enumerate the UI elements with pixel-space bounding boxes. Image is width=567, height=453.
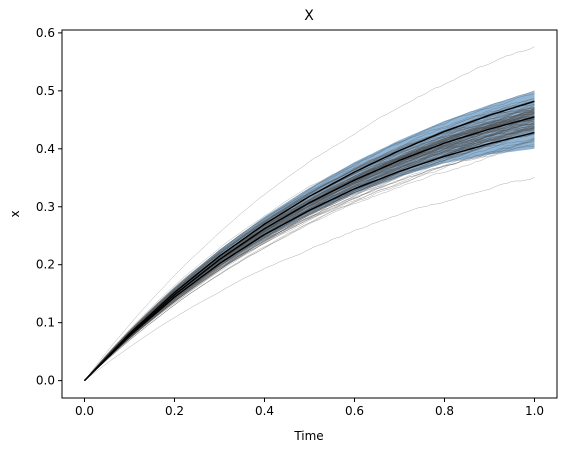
x-tick-label: 0.6 bbox=[345, 404, 364, 418]
ensemble-line bbox=[84, 127, 535, 381]
mean-line-2 bbox=[84, 116, 535, 382]
x-tick-label: 0.4 bbox=[255, 404, 274, 418]
ensemble-line bbox=[84, 126, 535, 381]
y-tick-label: 0.3 bbox=[36, 200, 55, 214]
ensemble-line bbox=[84, 128, 535, 381]
ensemble-line bbox=[84, 126, 535, 381]
mean-line-3 bbox=[84, 131, 535, 382]
ensemble-line bbox=[84, 97, 535, 381]
y-ticks: 0.0 0.1 0.2 0.3 0.4 0.5 0.6 bbox=[36, 26, 62, 388]
ensemble-line bbox=[84, 131, 535, 381]
chart-title: X bbox=[304, 8, 314, 24]
ensemble-line bbox=[84, 133, 535, 381]
ensemble-line bbox=[84, 132, 535, 381]
ensemble-line bbox=[84, 116, 535, 381]
mean-line-1 bbox=[83, 100, 535, 382]
ensemble-line bbox=[84, 128, 535, 381]
y-tick-label: 0.1 bbox=[36, 316, 55, 330]
ensemble-line bbox=[84, 102, 535, 381]
mean-lines-layer bbox=[83, 100, 535, 382]
ensemble-line bbox=[84, 177, 535, 381]
ensemble-line bbox=[84, 129, 535, 381]
ensemble-line bbox=[84, 127, 535, 381]
ensemble-line bbox=[84, 108, 535, 381]
ensemble-line bbox=[84, 137, 535, 381]
ensemble-line bbox=[84, 90, 535, 381]
ensemble-line bbox=[84, 115, 535, 381]
y-tick-label: 0.2 bbox=[36, 258, 55, 272]
ensemble-line bbox=[84, 120, 535, 381]
ensemble-line bbox=[84, 129, 535, 381]
ensemble-line bbox=[84, 124, 535, 381]
x-tick-label: 0.2 bbox=[165, 404, 184, 418]
ensemble-line bbox=[84, 122, 535, 381]
ensemble-line bbox=[84, 128, 535, 381]
ensemble-line bbox=[84, 138, 535, 381]
ensemble-line bbox=[84, 112, 535, 381]
x-axis-label: Time bbox=[293, 429, 323, 443]
ensemble-line bbox=[84, 126, 535, 381]
ensemble-line bbox=[84, 46, 535, 381]
x-tick-label: 1.0 bbox=[525, 404, 544, 418]
ensemble-line bbox=[84, 134, 535, 381]
x-ticks: 0.0 0.2 0.4 0.6 0.8 1.0 bbox=[75, 398, 544, 418]
ensemble-line bbox=[84, 128, 535, 381]
y-axis-label: x bbox=[8, 210, 22, 217]
ensemble-line bbox=[84, 125, 535, 381]
ensemble-line bbox=[84, 108, 535, 381]
ensemble-line bbox=[84, 104, 535, 381]
ensemble-line bbox=[84, 138, 535, 381]
x-tick-label: 0.8 bbox=[435, 404, 454, 418]
ensemble-lines-layer bbox=[84, 46, 535, 381]
ensemble-line bbox=[84, 109, 535, 381]
ensemble-line bbox=[84, 126, 535, 381]
ensemble-line bbox=[84, 139, 535, 381]
ensemble-line bbox=[84, 126, 535, 381]
y-tick-label: 0.0 bbox=[36, 374, 55, 388]
ensemble-line bbox=[84, 126, 535, 381]
y-tick-label: 0.5 bbox=[36, 84, 55, 98]
ensemble-line bbox=[84, 123, 535, 381]
ensemble-line bbox=[84, 100, 535, 381]
ensemble-line bbox=[84, 122, 535, 381]
ensemble-line bbox=[84, 107, 535, 381]
y-tick-label: 0.6 bbox=[36, 26, 55, 40]
ensemble-line bbox=[84, 93, 535, 381]
ensemble-line bbox=[84, 124, 535, 381]
ensemble-line bbox=[84, 144, 535, 381]
axes-frame bbox=[61, 29, 558, 399]
x-tick-label: 0.0 bbox=[75, 404, 94, 418]
ensemble-line bbox=[84, 130, 535, 381]
ensemble-line bbox=[84, 107, 535, 381]
ensemble-line bbox=[84, 127, 535, 381]
ensemble-line bbox=[84, 113, 535, 381]
ensemble-line bbox=[84, 115, 535, 381]
ensemble-line bbox=[84, 131, 535, 381]
ensemble-line bbox=[84, 123, 535, 381]
ensemble-line bbox=[84, 126, 535, 381]
ensemble-line bbox=[84, 145, 535, 381]
ensemble-line bbox=[84, 125, 535, 381]
ensemble-line bbox=[84, 110, 535, 381]
ensemble-line bbox=[84, 119, 535, 381]
ensemble-line bbox=[84, 117, 535, 381]
plot-area bbox=[83, 46, 535, 382]
ensemble-line bbox=[84, 141, 535, 381]
y-tick-label: 0.4 bbox=[36, 142, 55, 156]
ensemble-line bbox=[84, 108, 535, 381]
ensemble-line bbox=[84, 103, 535, 381]
ensemble-line bbox=[84, 123, 535, 381]
